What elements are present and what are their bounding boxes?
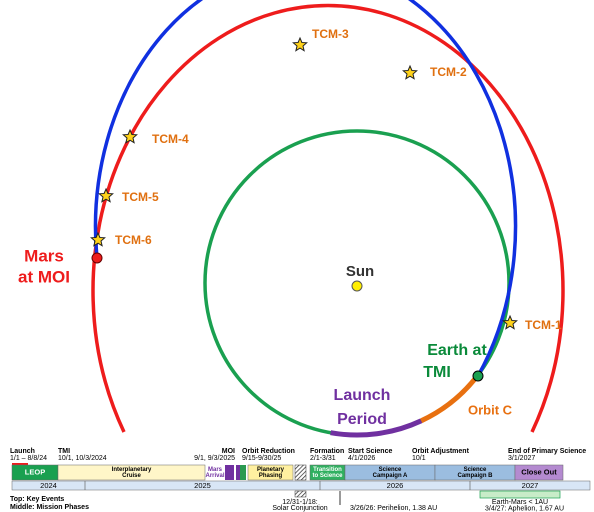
event-name: Start Science xyxy=(348,448,392,455)
perihelion-note: 3/26/26: Perihelion, 1.38 AU xyxy=(350,505,437,512)
phase-label: Science xyxy=(464,467,487,473)
phase-label: Arrival xyxy=(205,473,224,479)
phase-box xyxy=(247,464,294,481)
launch-period-label: Period xyxy=(337,411,387,428)
sun-label: Sun xyxy=(346,263,374,280)
phase-label: Mars xyxy=(208,467,223,473)
phase-label: Campaign A xyxy=(373,473,408,479)
event-name: TMI xyxy=(58,448,70,455)
transfer-trajectory xyxy=(93,0,518,377)
year-bar xyxy=(11,480,591,491)
event-date: 9/15-9/30/25 xyxy=(242,455,281,462)
phase-box xyxy=(514,464,564,481)
conjunction-note: Solar Conjunction xyxy=(272,505,327,512)
phase-label: Campaign B xyxy=(457,473,493,479)
orbit-c-arc xyxy=(420,373,480,424)
tcm-label: TCM-6 xyxy=(115,233,152,247)
year-label: 2024 xyxy=(40,481,57,490)
phase-label: Interplanetary xyxy=(112,467,152,473)
event-date: 3/1/2027 xyxy=(508,455,535,462)
year-label: 2025 xyxy=(194,481,211,490)
tcm-label: TCM-2 xyxy=(430,65,467,79)
conjunction-note: 12/31-1/18: xyxy=(282,499,317,506)
phase-label: Phasing xyxy=(259,473,283,479)
earth-label: TMI xyxy=(423,364,451,381)
sun xyxy=(351,280,363,292)
legend-entry: Top: Key Events xyxy=(10,496,64,503)
year-label: 2027 xyxy=(522,481,539,490)
orbit-c-label: Orbit C xyxy=(468,402,513,417)
phase-label: Science xyxy=(379,467,402,473)
orbit-reduction-bar xyxy=(236,465,240,480)
tcm-label: TCM-4 xyxy=(152,132,189,146)
tcm-star xyxy=(122,128,138,144)
event-name: Orbit Reduction xyxy=(242,448,295,455)
tcm-star xyxy=(402,64,418,80)
event-name: Launch xyxy=(10,448,35,455)
tcm-markers xyxy=(90,36,518,330)
event-name: Orbit Adjustment xyxy=(412,448,470,455)
event-name: Formation xyxy=(310,448,344,455)
tcm-star xyxy=(502,314,518,330)
phase-box xyxy=(57,464,206,481)
event-date: 10/1 xyxy=(412,455,426,462)
leop-red xyxy=(12,463,28,466)
conjunction-hatch xyxy=(294,490,307,498)
tcm-star xyxy=(292,36,308,52)
phase-label: Close Out xyxy=(521,467,557,476)
earth-label: Earth at xyxy=(427,342,487,359)
tcm-label: TCM-1 xyxy=(525,318,562,332)
event-name: End of Primary Science xyxy=(508,448,586,455)
tcm-star xyxy=(90,231,106,247)
legend-entry: Middle: Mission Phases xyxy=(10,504,89,511)
phase-label: to Science xyxy=(312,473,343,479)
tcm-star xyxy=(98,187,114,203)
event-date: 4/1/2026 xyxy=(348,455,375,462)
earth xyxy=(472,370,484,382)
launch-period-arc xyxy=(330,418,423,438)
event-date: 2/1-3/31 xyxy=(310,455,336,462)
mars-orbit xyxy=(91,3,565,433)
orbit-reduction-bar xyxy=(240,465,246,480)
conjunction-hatch xyxy=(294,464,307,481)
phase-label: Planetary xyxy=(257,467,285,473)
earth-mars-box xyxy=(479,490,561,499)
year-label: 2026 xyxy=(387,481,404,490)
phase-label: LEOP xyxy=(25,467,45,476)
tcm-label: TCM-5 xyxy=(122,190,159,204)
moi-bar xyxy=(225,465,234,480)
earth-mars-note: Earth-Mars < 1AU xyxy=(492,499,548,506)
event-name: MOI xyxy=(222,448,235,455)
mars xyxy=(91,252,103,264)
launch-period-label: Launch xyxy=(334,387,391,404)
event-date: 1/1 – 8/8/24 xyxy=(10,455,47,462)
mars-label: Mars xyxy=(24,246,64,265)
aphelion-note: 3/4/27: Aphelion, 1.67 AU xyxy=(485,505,564,512)
event-date: 10/1, 10/3/2024 xyxy=(58,455,107,462)
mars-label: at MOI xyxy=(18,267,70,286)
orbit-labels: TCM-3 TCM-2 TCM-4 TCM-5 TCM-6 TCM-1 Mars at MOI… xyxy=(18,27,562,428)
event-date: 9/1, 9/3/2025 xyxy=(194,455,235,462)
phase-label: Cruise xyxy=(122,473,141,479)
tcm-label: TCM-3 xyxy=(312,27,349,41)
phase-label: Transition xyxy=(313,467,342,473)
